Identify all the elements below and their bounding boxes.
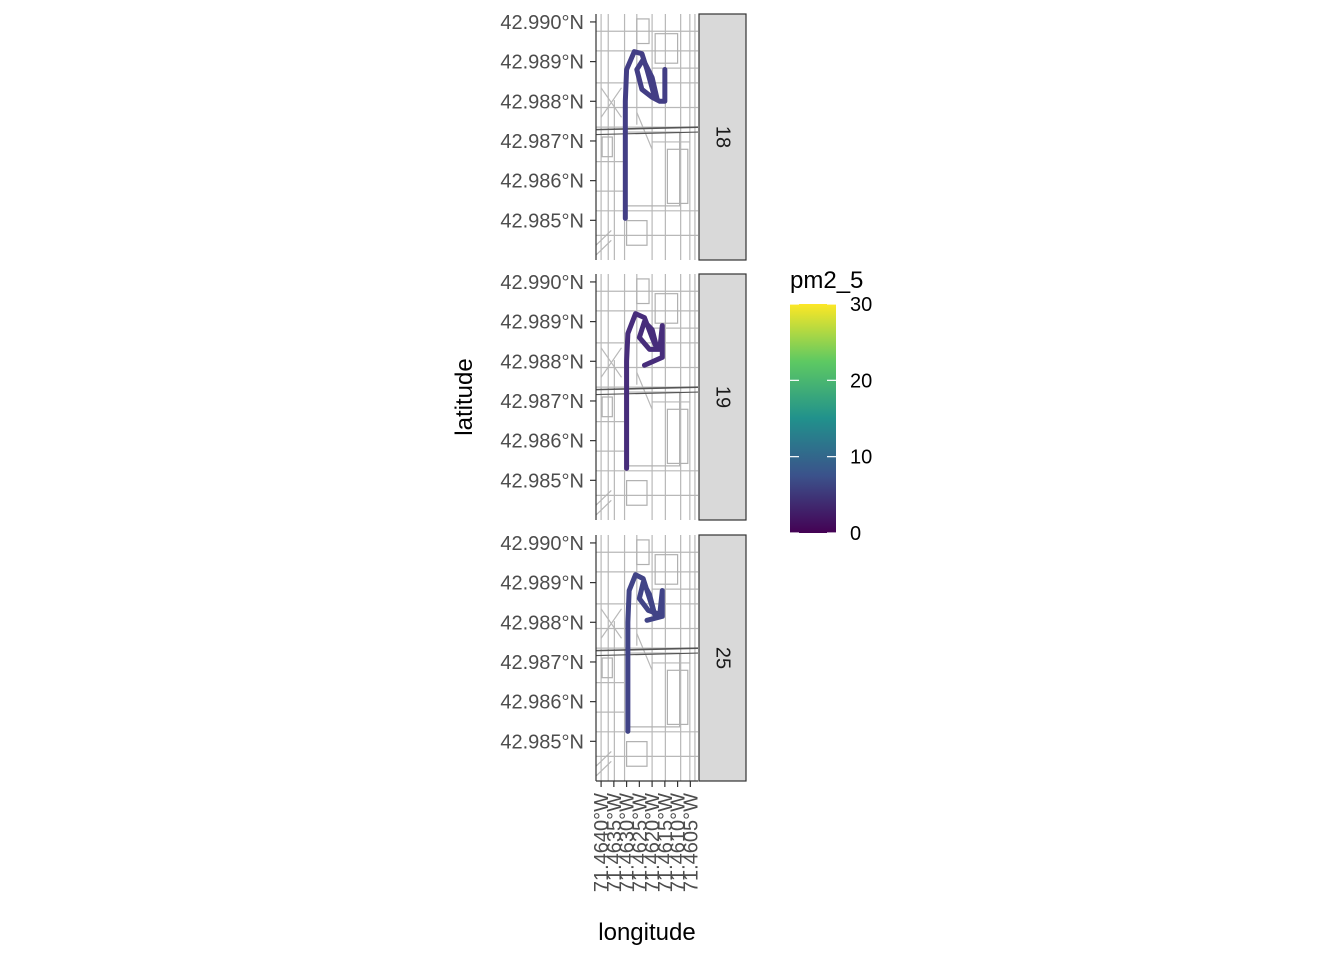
pm2_5-track	[625, 572, 665, 734]
x-axis-title: longitude	[598, 919, 695, 946]
x-tick-label: 71.4615°W	[655, 793, 677, 892]
street-line	[636, 633, 653, 671]
facet-panel: 42.990°N 42.989°N 42.988°N 42.987°N 42.986°N…	[500, 12, 747, 261]
building-outline	[666, 669, 689, 726]
facet-panel: 42.990°N 42.989°N 42.988°N 42.987°N 42.986°N…	[500, 533, 747, 782]
y-tick-label: 42.986°N	[500, 692, 584, 714]
y-tick-label: 42.985°N	[500, 210, 584, 232]
facet-strip-label: 25	[712, 647, 734, 669]
x-tick-label: 71.4620°W	[642, 793, 664, 892]
building-outline	[666, 408, 689, 465]
building-outline	[654, 293, 679, 324]
street-line	[595, 499, 612, 516]
street-line	[595, 760, 612, 777]
building-outline	[601, 396, 613, 418]
x-tick-label: 71.4640°W	[591, 793, 613, 892]
street-line	[600, 608, 622, 639]
pm2_5-track	[624, 311, 665, 471]
street-line	[595, 230, 612, 246]
main-road	[595, 386, 699, 391]
building-outline	[636, 18, 650, 45]
street-basemap	[595, 14, 699, 260]
facet-strip	[698, 13, 747, 261]
legend-tick-label: 10	[850, 447, 872, 469]
legend-tick-label: 20	[850, 370, 872, 392]
main-road	[595, 647, 699, 652]
main-road	[595, 126, 699, 131]
building-outline	[601, 657, 613, 679]
building-outline	[636, 278, 650, 305]
y-tick-label: 42.986°N	[500, 171, 584, 193]
y-tick-label: 42.987°N	[500, 131, 584, 153]
pm2_5-track	[622, 49, 668, 221]
color-legend: pm2_5 0 10 20 30	[790, 267, 872, 545]
legend-colorbar	[790, 304, 836, 533]
x-tick-label: 71.4625°W	[629, 793, 651, 892]
x-tick-label: 71.4610°W	[668, 793, 690, 892]
x-axis: 71.4640°W71.4635°W71.4630°W71.4625°W71.4…	[591, 780, 702, 892]
facet-strip	[698, 273, 747, 521]
building-outline	[636, 539, 650, 566]
street-line	[595, 239, 612, 256]
y-tick-label: 42.989°N	[500, 312, 584, 334]
main-road	[595, 391, 699, 396]
legend-tick-label: 30	[850, 294, 872, 316]
street-line	[595, 751, 612, 767]
building-outline	[654, 33, 679, 64]
main-road	[595, 652, 699, 657]
building-outline	[625, 741, 648, 767]
legend-title: pm2_5	[790, 267, 863, 294]
legend-tick-label: 0	[850, 523, 861, 545]
y-tick-label: 42.987°N	[500, 391, 584, 413]
y-tick-label: 42.988°N	[500, 351, 584, 373]
y-tick-label: 42.988°N	[500, 612, 584, 634]
x-tick-label: 71.4635°W	[604, 793, 626, 892]
y-axis-title: latitude	[451, 358, 478, 435]
building-outline	[666, 148, 689, 205]
y-tick-label: 42.989°N	[500, 573, 584, 595]
facet-panels: 42.990°N 42.989°N 42.988°N 42.987°N 42.986°N…	[500, 12, 747, 782]
main-road	[595, 131, 699, 136]
y-tick-label: 42.990°N	[500, 272, 584, 294]
facet-panel: 42.990°N 42.989°N 42.988°N 42.987°N 42.986°N…	[500, 272, 747, 521]
y-tick-label: 42.989°N	[500, 52, 584, 74]
x-tick-label: 71.4605°W	[680, 793, 702, 892]
y-tick-label: 42.985°N	[500, 731, 584, 753]
building-outline	[601, 136, 613, 158]
street-line	[636, 112, 653, 150]
street-basemap	[595, 535, 699, 781]
x-tick-label: 71.4630°W	[617, 793, 639, 892]
street-line	[595, 490, 612, 506]
y-tick-label: 42.985°N	[500, 470, 584, 492]
y-tick-label: 42.988°N	[500, 91, 584, 113]
building-outline	[654, 554, 679, 585]
y-tick-label: 42.987°N	[500, 652, 584, 674]
facet-strip-label: 19	[712, 386, 734, 408]
y-tick-label: 42.990°N	[500, 12, 584, 34]
y-tick-label: 42.990°N	[500, 533, 584, 555]
street-basemap	[595, 274, 699, 520]
building-outline	[625, 480, 648, 506]
street-line	[600, 87, 622, 118]
facet-strip-label: 18	[712, 126, 734, 148]
facet-strip	[698, 534, 747, 782]
street-line	[636, 372, 653, 410]
building-outline	[625, 220, 648, 246]
y-tick-label: 42.986°N	[500, 431, 584, 453]
street-line	[600, 347, 622, 378]
